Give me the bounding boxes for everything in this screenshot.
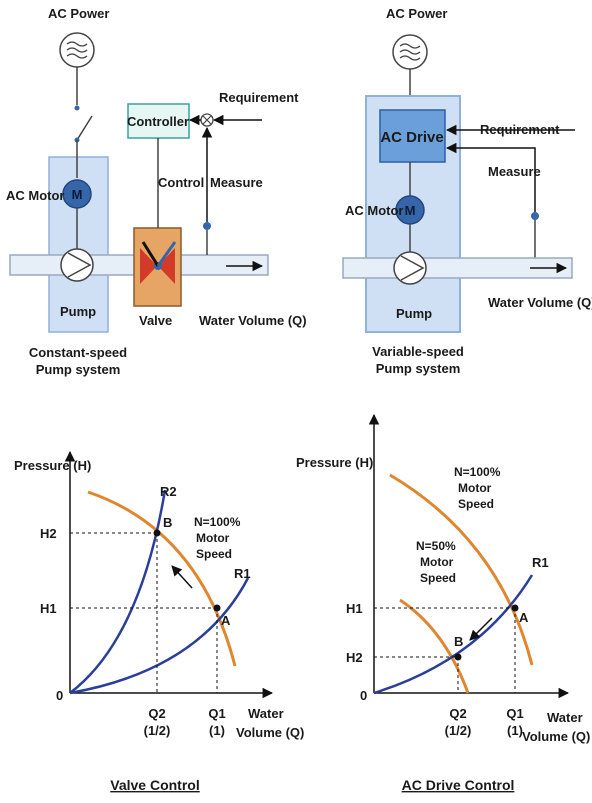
right-system-line2: Pump system	[376, 361, 461, 376]
left-requirement-label: Requirement	[219, 90, 299, 105]
right-ac-motor-label: AC Motor	[345, 203, 404, 218]
right-measure-line	[445, 142, 536, 212]
left-h2-label: H2	[40, 526, 57, 541]
valve-label: Valve	[139, 313, 172, 328]
left-point-a-marker	[213, 604, 221, 612]
left-r2-label: R2	[160, 484, 177, 499]
left-graph: Pressure (H) 0 H2 H1 B A R2 R1 N=100% Mo…	[14, 450, 304, 740]
right-speed100-line3: Speed	[458, 497, 494, 511]
left-speed-line1: N=100%	[194, 515, 241, 529]
left-measure-label: Measure	[210, 175, 263, 190]
left-summing-junction-icon	[200, 113, 214, 127]
control-label: Control	[158, 175, 204, 190]
right-pump-label: Pump	[396, 306, 432, 321]
left-ac-power-icon	[59, 32, 95, 68]
left-switch-contact	[74, 105, 80, 111]
left-measure-sensor	[203, 222, 211, 230]
right-system-line1: Variable-speed	[372, 344, 464, 359]
left-system-line2: Pump system	[36, 362, 121, 377]
right-pump-icon	[393, 251, 427, 285]
left-pump-icon	[60, 248, 94, 282]
right-ac-power-icon	[392, 34, 428, 70]
left-caption: Valve Control	[110, 777, 199, 793]
left-point-b-marker	[153, 529, 161, 537]
left-origin-label: 0	[56, 688, 63, 703]
right-q2-sub-label: (1/2)	[445, 723, 472, 738]
right-q2-label: Q2	[449, 706, 466, 721]
right-r1-curve	[373, 574, 534, 695]
right-n50-curve	[399, 598, 470, 694]
left-x-label-line1: Water	[248, 706, 284, 721]
left-water-volume-label: Water Volume (Q)	[199, 313, 307, 328]
left-motor-symbol: M	[72, 187, 83, 202]
left-q1-label: Q1	[208, 706, 225, 721]
right-point-a-label: A	[519, 610, 529, 625]
right-water-volume-label: Water Volume (Q)	[488, 295, 592, 310]
left-x-label-line2: Volume (Q)	[236, 725, 304, 740]
right-n100-curve	[389, 473, 534, 666]
right-point-b-label: B	[454, 634, 463, 649]
right-motor-symbol: M	[405, 203, 416, 218]
left-r2-curve	[69, 489, 167, 694]
right-shift-arrow	[469, 617, 493, 641]
left-q2-sub-label: (1/2)	[144, 723, 171, 738]
left-h1-label: H1	[40, 601, 57, 616]
left-system-diagram: AC Power M AC Motor Pump Constant-speed …	[6, 6, 307, 377]
right-point-a-marker	[511, 604, 519, 612]
left-speed-line3: Speed	[196, 547, 232, 561]
right-point-b-marker	[454, 653, 462, 661]
left-r1-label: R1	[234, 566, 251, 581]
right-speed50-line2: Motor	[420, 555, 454, 569]
right-graph: Pressure (H) 0 H1 H2 A B R1 N=100% Motor…	[296, 413, 590, 744]
left-q1-sub-label: (1)	[209, 723, 225, 738]
left-n100-curve	[87, 490, 237, 667]
right-h2-label: H2	[346, 650, 363, 665]
ac-drive-label: AC Drive	[380, 129, 443, 146]
left-point-b-label: B	[163, 515, 172, 530]
left-pump-label: Pump	[60, 304, 96, 319]
valve-icon	[133, 227, 182, 307]
left-q2-label: Q2	[148, 706, 165, 721]
left-ac-motor-label: AC Motor	[6, 188, 65, 203]
right-speed100-line2: Motor	[458, 481, 492, 495]
right-caption: AC Drive Control	[402, 777, 515, 793]
right-x-label-line2: Volume (Q)	[522, 729, 590, 744]
left-system-line1: Constant-speed	[29, 345, 127, 360]
left-y-axis-label: Pressure (H)	[14, 458, 91, 473]
left-switch-icon	[76, 115, 93, 141]
left-r1-curve	[69, 577, 250, 695]
right-ac-power-label: AC Power	[386, 6, 447, 21]
controller-label: Controller	[127, 114, 189, 129]
right-speed100-line1: N=100%	[454, 465, 501, 479]
right-x-label-line1: Water	[547, 710, 583, 725]
left-point-a-label: A	[221, 613, 231, 628]
left-ac-power-label: AC Power	[48, 6, 109, 21]
left-speed-line2: Motor	[196, 531, 230, 545]
right-system-diagram: AC Power AC Drive Requirement Measure M …	[342, 6, 592, 376]
right-requirement-label: Requirement	[480, 122, 560, 137]
right-measure-sensor	[531, 212, 539, 220]
right-measure-label: Measure	[488, 164, 541, 179]
right-q1-sub-label: (1)	[507, 723, 523, 738]
right-speed50-line3: Speed	[420, 571, 456, 585]
right-speed50-line1: N=50%	[416, 539, 456, 553]
right-q1-label: Q1	[506, 706, 523, 721]
right-r1-label: R1	[532, 555, 549, 570]
right-y-axis-label: Pressure (H)	[296, 455, 373, 470]
ac-drive-box	[379, 109, 446, 163]
left-shift-arrow	[171, 565, 193, 589]
right-h1-label: H1	[346, 601, 363, 616]
right-origin-label: 0	[360, 688, 367, 703]
